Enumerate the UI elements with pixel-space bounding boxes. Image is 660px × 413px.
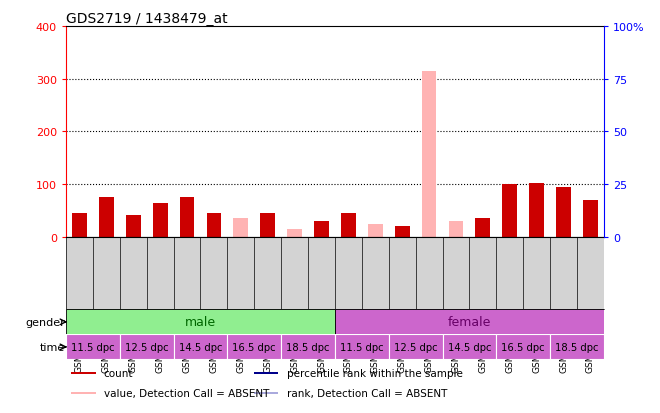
FancyBboxPatch shape xyxy=(66,335,120,360)
Text: percentile rank within the sample: percentile rank within the sample xyxy=(286,368,463,378)
Bar xyxy=(234,219,248,237)
Text: gender: gender xyxy=(26,317,65,327)
Text: count: count xyxy=(104,368,133,378)
Bar xyxy=(475,219,490,237)
Bar xyxy=(99,198,114,237)
Text: male: male xyxy=(185,316,216,329)
Bar xyxy=(72,214,87,237)
Bar xyxy=(260,214,275,237)
Bar xyxy=(583,200,598,237)
FancyBboxPatch shape xyxy=(174,335,227,360)
Text: 18.5 dpc: 18.5 dpc xyxy=(555,342,599,352)
Text: 16.5 dpc: 16.5 dpc xyxy=(232,342,276,352)
Bar xyxy=(368,224,383,237)
Text: female: female xyxy=(447,316,491,329)
FancyBboxPatch shape xyxy=(335,335,389,360)
Bar xyxy=(126,215,141,237)
Text: GDS2719 / 1438479_at: GDS2719 / 1438479_at xyxy=(66,12,228,26)
Text: 18.5 dpc: 18.5 dpc xyxy=(286,342,330,352)
Bar xyxy=(395,227,410,237)
Bar xyxy=(529,184,544,237)
Bar xyxy=(422,71,436,237)
FancyBboxPatch shape xyxy=(227,335,281,360)
FancyBboxPatch shape xyxy=(496,335,550,360)
Bar xyxy=(502,185,517,237)
FancyBboxPatch shape xyxy=(550,335,604,360)
Text: 12.5 dpc: 12.5 dpc xyxy=(394,342,438,352)
Bar xyxy=(449,221,463,237)
FancyBboxPatch shape xyxy=(442,335,496,360)
Text: value, Detection Call = ABSENT: value, Detection Call = ABSENT xyxy=(104,388,269,398)
FancyBboxPatch shape xyxy=(71,392,96,394)
Bar xyxy=(287,229,302,237)
Bar xyxy=(152,203,168,237)
FancyBboxPatch shape xyxy=(281,335,335,360)
FancyBboxPatch shape xyxy=(389,335,442,360)
Bar xyxy=(341,214,356,237)
FancyBboxPatch shape xyxy=(71,372,96,375)
FancyBboxPatch shape xyxy=(66,310,335,335)
Bar xyxy=(314,221,329,237)
Text: 14.5 dpc: 14.5 dpc xyxy=(179,342,222,352)
FancyBboxPatch shape xyxy=(254,392,279,394)
Bar xyxy=(207,214,221,237)
FancyBboxPatch shape xyxy=(254,372,279,375)
Text: time: time xyxy=(40,342,65,352)
Text: 16.5 dpc: 16.5 dpc xyxy=(502,342,545,352)
Text: 11.5 dpc: 11.5 dpc xyxy=(340,342,383,352)
FancyBboxPatch shape xyxy=(120,335,174,360)
Bar xyxy=(556,187,571,237)
FancyBboxPatch shape xyxy=(335,310,604,335)
Bar xyxy=(180,198,195,237)
Text: rank, Detection Call = ABSENT: rank, Detection Call = ABSENT xyxy=(286,388,447,398)
Text: 14.5 dpc: 14.5 dpc xyxy=(447,342,491,352)
Text: 11.5 dpc: 11.5 dpc xyxy=(71,342,115,352)
Text: 12.5 dpc: 12.5 dpc xyxy=(125,342,168,352)
